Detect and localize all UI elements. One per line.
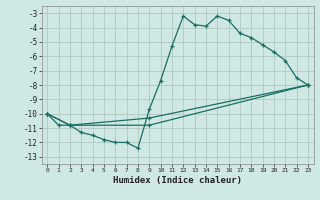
X-axis label: Humidex (Indice chaleur): Humidex (Indice chaleur) xyxy=(113,176,242,185)
